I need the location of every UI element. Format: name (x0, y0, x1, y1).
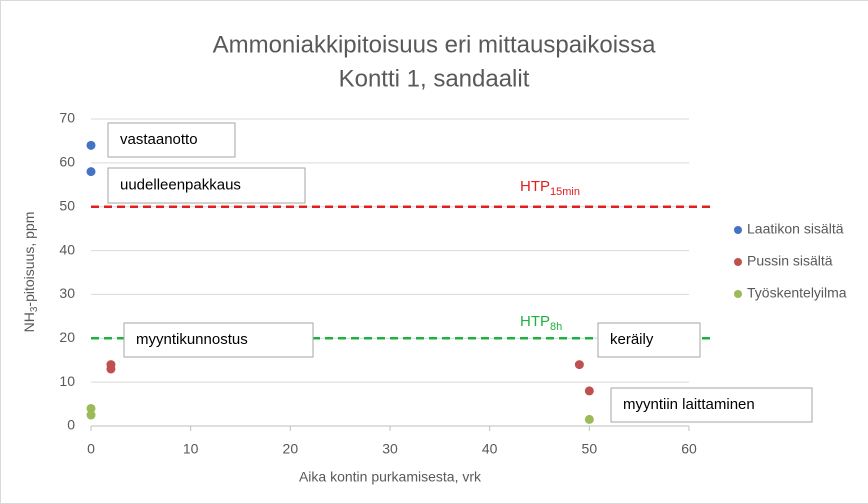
legend-marker (734, 290, 742, 298)
legend-label: Pussin sisältä (747, 253, 833, 269)
legend-label: Työskentelyilma (747, 285, 847, 301)
legend-marker (734, 226, 742, 234)
annotation-box (107, 122, 236, 158)
reference-label-main: HTP (520, 178, 550, 195)
point (584, 386, 594, 396)
annotation-box (597, 322, 701, 358)
point (86, 140, 96, 150)
annotation: vastaanotto (120, 131, 198, 148)
y-tick-label: 60 (59, 154, 75, 170)
y-axis-label: NH3-pitoisuus, ppm (21, 212, 40, 333)
legend-label: Laatikon sisältä (747, 221, 844, 237)
annotation: myyntikunnostus (136, 331, 248, 348)
point (86, 167, 96, 177)
reference-label: HTP15min (520, 178, 580, 198)
y-tick-label: 40 (59, 241, 75, 257)
y-tick-label: 50 (59, 197, 75, 213)
reference-label-sub: 8h (550, 321, 562, 333)
y-tick-label: 20 (59, 329, 75, 345)
x-tick-label: 40 (482, 441, 498, 457)
annotation-box (610, 387, 813, 423)
point (584, 414, 594, 424)
reference-label-main: HTP (520, 313, 550, 330)
point (106, 364, 116, 374)
y-label-sub: 3 (29, 306, 40, 312)
annotation: uudelleenpakkaus (120, 176, 241, 193)
x-tick-label: 20 (283, 441, 299, 457)
point (86, 403, 96, 413)
y-tick-label: 0 (67, 417, 75, 433)
annotation: myyntiin laittaminen (623, 396, 755, 413)
reference-label-sub: 15min (550, 186, 580, 198)
x-tick-label: 10 (183, 441, 199, 457)
point (574, 360, 584, 370)
annotation-box (123, 322, 314, 358)
annotation: keräily (610, 331, 654, 348)
y-tick-label: 30 (59, 285, 75, 301)
point (86, 410, 96, 420)
chart-subtitle: Kontti 1, sandaalit (339, 65, 530, 92)
x-tick-label: 50 (582, 441, 598, 457)
chart-title: Ammoniakkipitoisuus eri mittauspaikoissa (213, 31, 656, 58)
y-tick-label: 70 (59, 110, 75, 126)
x-tick-label: 0 (87, 441, 95, 457)
x-tick-label: 30 (382, 441, 398, 457)
y-label-main: NH (21, 312, 37, 332)
y-label-rest: -pitoisuus, ppm (21, 212, 37, 307)
y-tick-label: 10 (59, 373, 75, 389)
x-axis-label: Aika kontin purkamisesta, vrk (299, 469, 482, 485)
annotation-box (107, 167, 306, 204)
legend-marker (734, 258, 742, 266)
x-tick-label: 60 (681, 441, 697, 457)
reference-label: HTP8h (520, 313, 562, 333)
